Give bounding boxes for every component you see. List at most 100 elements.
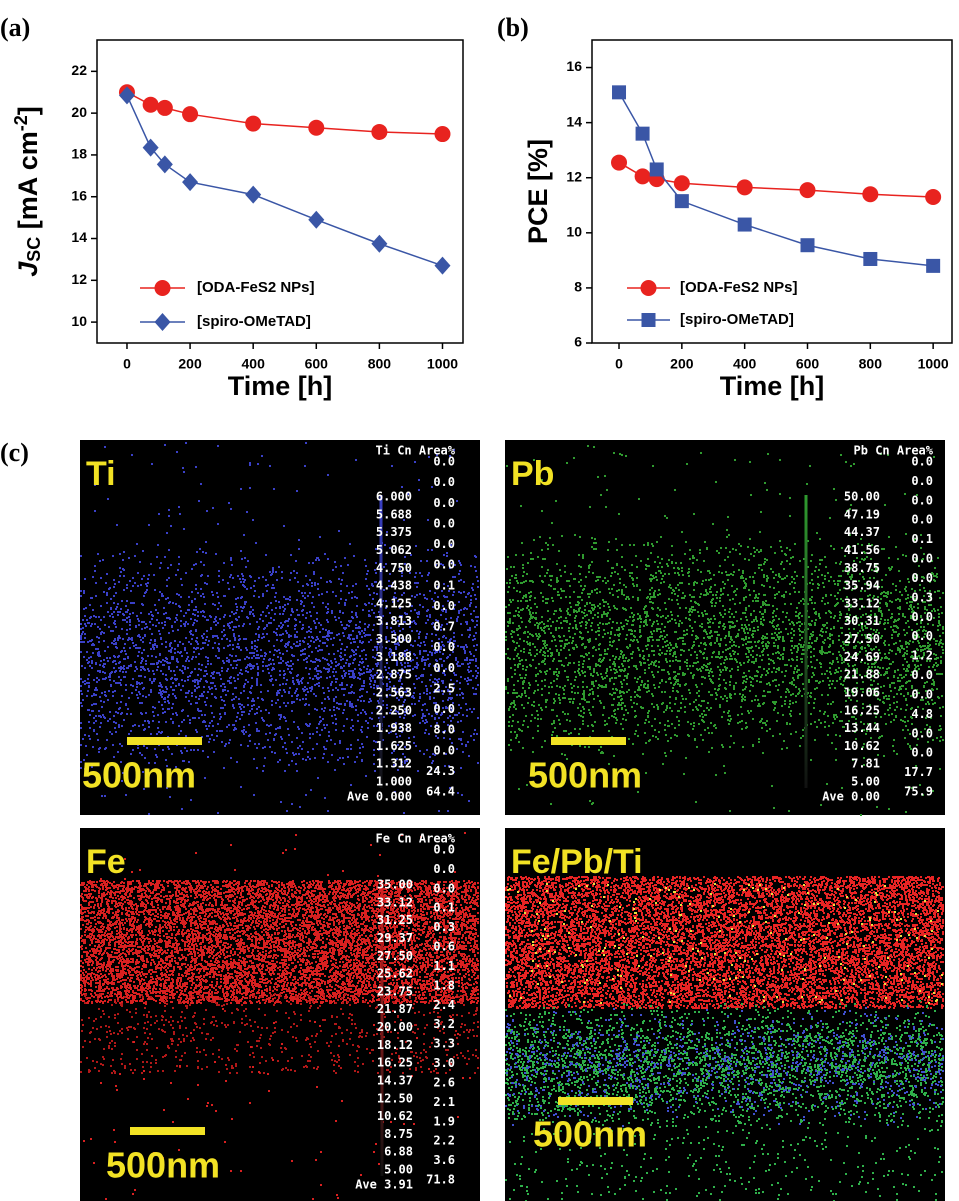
marker <box>611 154 628 171</box>
map-average: Ave 0.000 <box>347 790 412 804</box>
marker <box>926 258 941 273</box>
area-percent: 3.0 <box>433 1056 455 1070</box>
colorbar-tick-label: 5.00 <box>384 1163 413 1177</box>
area-percent: 1.9 <box>433 1114 455 1128</box>
colorbar-tick-label: 18.12 <box>377 1038 413 1052</box>
colorbar-tick-label: 1.625 <box>376 739 412 753</box>
area-percent: 0.3 <box>433 920 455 934</box>
area-percent: 71.8 <box>426 1173 455 1187</box>
plot-frame <box>591 39 953 344</box>
area-percent: 75.9 <box>904 785 933 799</box>
y-axis-label-part: J <box>13 261 43 277</box>
area-percent: 0.0 <box>433 599 455 613</box>
colorbar-tick-label: 1.312 <box>376 757 412 771</box>
legend-label: [ODA-FeS2 NPs] <box>680 279 798 296</box>
colorbar <box>379 495 383 788</box>
area-percent: 0.0 <box>433 516 455 530</box>
marker <box>736 179 753 196</box>
area-percent: 0.0 <box>433 496 455 510</box>
scale-bar-label: 500nm <box>528 755 642 796</box>
map-legend-header: Fe Cn Area% <box>376 832 456 846</box>
colorbar-tick-label: 35.00 <box>377 878 413 892</box>
colorbar-tick-label: 5.688 <box>376 507 412 521</box>
area-percent: 0.0 <box>911 610 933 624</box>
element-map: Ti 500nm Ti Cn Area% 6.000 5.688 5.375 5.062 4.… <box>80 440 480 815</box>
x-axis-label: Time [h] <box>228 371 333 401</box>
colorbar-tick-label: 8.75 <box>384 1127 413 1141</box>
area-percent: 0.0 <box>433 661 455 675</box>
marker <box>863 251 878 266</box>
element-map: Fe 500nm Fe Cn Area% 35.00 33.12 31.25 29.37 27… <box>80 828 480 1201</box>
area-percent: 0.0 <box>433 475 455 489</box>
colorbar-tick-label: 27.50 <box>844 632 880 646</box>
x-tick-label: 800 <box>859 356 883 372</box>
marker <box>800 238 815 253</box>
area-percent: 0.7 <box>433 620 455 634</box>
element-map: Pb 500nm Pb Cn Area% 50.00 47.19 44.37 41.56 38… <box>505 440 945 816</box>
x-tick-label: 1000 <box>427 356 458 372</box>
colorbar-tick-label: 3.500 <box>376 632 412 646</box>
map-average: Ave 0.00 <box>822 790 880 804</box>
legend-label: [spiro-OMeTAD] <box>197 313 311 330</box>
y-axis-label-part: [mA cm <box>13 131 43 237</box>
marker <box>649 162 664 177</box>
marker <box>245 115 262 132</box>
colorbar-tick-label: 35.94 <box>844 579 880 593</box>
x-tick-label: 400 <box>242 356 266 372</box>
element-label: Pb <box>511 455 554 493</box>
area-percent: 0.0 <box>911 552 933 566</box>
map-average: Ave 3.91 <box>355 1178 413 1192</box>
colorbar-tick-label: 33.12 <box>844 596 880 610</box>
area-percent: 0.0 <box>911 746 933 760</box>
colorbar-tick-label: 6.000 <box>376 490 412 504</box>
colorbar-tick-label: 16.25 <box>377 1056 413 1070</box>
area-percent: 0.1 <box>433 578 455 592</box>
colorbar-tick-label: 23.75 <box>377 984 413 998</box>
element-label: Fe/Pb/Ti <box>511 843 643 881</box>
colorbar-tick-label: 13.44 <box>844 721 880 735</box>
panel-label: (b) <box>497 13 529 42</box>
colorbar-tick-label: 3.188 <box>376 650 412 664</box>
scale-bar <box>130 1127 205 1135</box>
area-percent: 0.0 <box>433 743 455 757</box>
colorbar-tick-label: 33.12 <box>377 895 413 909</box>
area-percent: 3.2 <box>433 1017 455 1031</box>
colorbar <box>380 883 384 1176</box>
y-axis-label-part: SC <box>24 237 44 262</box>
map-dots <box>80 880 479 1004</box>
area-percent: 4.8 <box>911 707 933 721</box>
colorbar-tick-label: 19.06 <box>844 685 880 699</box>
colorbar-tick-label: 10.62 <box>844 739 880 753</box>
area-percent: 3.3 <box>433 1037 455 1051</box>
area-percent: 1.1 <box>433 959 455 973</box>
area-percent: 0.0 <box>911 687 933 701</box>
colorbar-tick-label: 38.75 <box>844 561 880 575</box>
marker <box>156 99 173 116</box>
marker <box>862 186 879 203</box>
area-percent: 1.8 <box>433 978 455 992</box>
x-axis-label: Time [h] <box>720 371 825 401</box>
colorbar-tick-label: 41.56 <box>844 543 880 557</box>
plot-frame <box>96 39 464 344</box>
colorbar-tick-label: 2.250 <box>376 703 412 717</box>
colorbar-tick-label: 24.69 <box>844 650 880 664</box>
colorbar-tick-label: 12.50 <box>377 1091 413 1105</box>
area-percent: 64.4 <box>426 785 455 799</box>
area-percent: 24.3 <box>426 764 455 778</box>
area-percent: 1.2 <box>911 649 933 663</box>
marker <box>673 175 690 192</box>
area-percent: 0.0 <box>911 455 933 469</box>
x-tick-label: 800 <box>368 356 392 372</box>
y-tick-label: 16 <box>566 58 582 74</box>
marker <box>182 173 199 192</box>
colorbar-tick-label: 5.00 <box>851 775 880 789</box>
marker <box>142 96 159 113</box>
marker <box>612 85 627 100</box>
y-tick-label: 22 <box>71 62 87 78</box>
map-dots <box>507 883 943 1004</box>
element-label: Ti <box>86 455 116 493</box>
colorbar-tick-label: 44.37 <box>844 525 880 539</box>
marker <box>799 182 816 199</box>
area-percent: 0.0 <box>433 702 455 716</box>
